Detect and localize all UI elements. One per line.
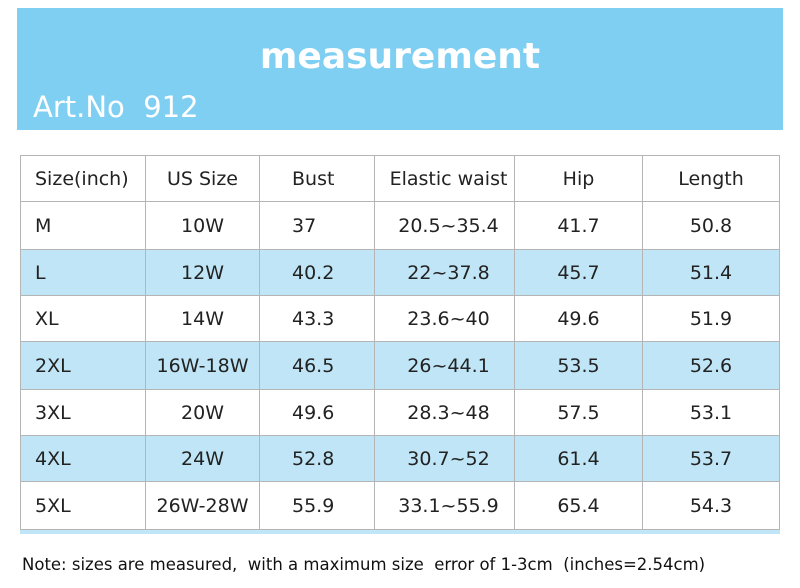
cell: 49.6 [260, 390, 375, 436]
cell: 37 [260, 202, 375, 250]
cell: 20.5~35.4 [375, 202, 515, 250]
cell: 53.7 [643, 436, 780, 482]
cell: 26W-28W [146, 482, 260, 530]
cell: M [20, 202, 146, 250]
cell: 51.4 [643, 250, 780, 296]
cell: 50.8 [643, 202, 780, 250]
article-number: Art.No 912 [33, 90, 199, 124]
header-cell: Size(inch) [20, 155, 146, 202]
cell: 49.6 [515, 296, 643, 342]
cell: 3XL [20, 390, 146, 436]
cell: 24W [146, 436, 260, 482]
header-cell: US Size [146, 155, 260, 202]
cell: 52.8 [260, 436, 375, 482]
cell: 26~44.1 [375, 342, 515, 390]
cell: 12W [146, 250, 260, 296]
cell: 43.3 [260, 296, 375, 342]
cell: 54.3 [643, 482, 780, 530]
cell: 41.7 [515, 202, 643, 250]
cell: L [20, 250, 146, 296]
header-cell: Hip [515, 155, 643, 202]
cell: 53.5 [515, 342, 643, 390]
cell: 20W [146, 390, 260, 436]
cell: XL [20, 296, 146, 342]
cell: 5XL [20, 482, 146, 530]
cell: 30.7~52 [375, 436, 515, 482]
cell: 23.6~40 [375, 296, 515, 342]
cell: 57.5 [515, 390, 643, 436]
cell: 51.9 [643, 296, 780, 342]
cell: 40.2 [260, 250, 375, 296]
cell: 4XL [20, 436, 146, 482]
cell: 2XL [20, 342, 146, 390]
cell: 53.1 [643, 390, 780, 436]
cell: 55.9 [260, 482, 375, 530]
header-cell: Length [643, 155, 780, 202]
cell: 10W [146, 202, 260, 250]
title: measurement [259, 36, 541, 77]
cell: 14W [146, 296, 260, 342]
cell: 33.1~55.9 [375, 482, 515, 530]
size-table: Size(inch) US Size Bust Elastic waist Hip Len… [20, 155, 780, 535]
cell: 22~37.8 [375, 250, 515, 296]
cell: 45.7 [515, 250, 643, 296]
banner: measurement Art.No 912 [17, 8, 783, 130]
header-cell: Elastic waist [375, 155, 515, 202]
cell: 65.4 [515, 482, 643, 530]
cell: 61.4 [515, 436, 643, 482]
cell: 16W-18W [146, 342, 260, 390]
bottom-strip [20, 530, 780, 534]
cell: 46.5 [260, 342, 375, 390]
cell: 52.6 [643, 342, 780, 390]
header-cell: Bust [260, 155, 375, 202]
note: Note: sizes are measured, with a maximum… [22, 555, 706, 574]
cell: 28.3~48 [375, 390, 515, 436]
